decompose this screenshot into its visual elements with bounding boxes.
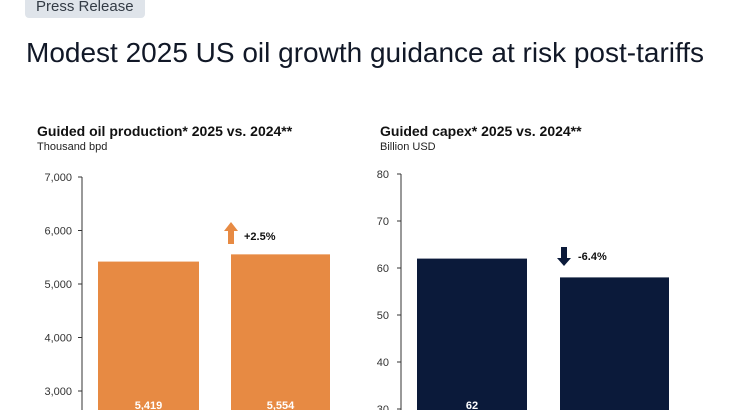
chart-2-y-tick-label: 70	[377, 216, 389, 228]
page-headline: Modest 2025 US oil growth guidance at ri…	[26, 37, 705, 68]
chart-1-y-tick-label: 4,000	[44, 333, 72, 345]
chart-2-y-tick-label: 30	[377, 404, 389, 410]
chart-2-y-tick-label: 80	[377, 169, 389, 181]
chart-1-y-tick-label: 6,000	[44, 226, 72, 238]
chart-2-y-tick-label: 50	[377, 310, 389, 322]
chart-1-bar-value-label: 5,554	[267, 400, 295, 410]
chart-1-change-label: +2.5%	[244, 231, 276, 243]
chart-2-bar	[560, 277, 669, 410]
up-arrow-icon	[224, 222, 238, 244]
chart-1-bar	[98, 261, 199, 410]
chart-1-y-tick-label: 5,000	[44, 279, 72, 291]
chart-2-change-label: -6.4%	[578, 251, 607, 263]
chart-1-y-tick-label: 7,000	[44, 172, 72, 184]
chart-2-y-tick-label: 60	[377, 263, 389, 275]
chart-1-unit: Thousand bpd	[37, 141, 108, 153]
chart-1-bar-value-label: 5,419	[135, 400, 163, 410]
chart-1-title: Guided oil production* 2025 vs. 2024**	[37, 123, 293, 139]
chart-1-bar	[231, 254, 330, 410]
press-release-badge: Press Release	[25, 0, 145, 18]
chart-2-bar	[417, 258, 527, 410]
chart-1-y-tick-label: 3,000	[44, 386, 72, 398]
chart-2-bar-value-label: 62	[466, 400, 478, 410]
chart-2-title: Guided capex* 2025 vs. 2024**	[380, 123, 582, 139]
chart-2-y-tick-label: 40	[377, 357, 389, 369]
down-arrow-icon	[557, 247, 571, 266]
chart-2-unit: Billion USD	[380, 141, 436, 153]
